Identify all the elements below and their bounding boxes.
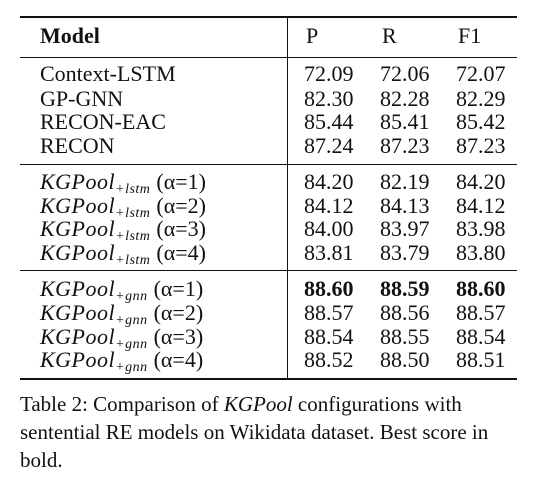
table-row: KGPool+lstm (α=3) 84.00 83.97 83.98	[0, 216, 541, 244]
precision-value: 84.12	[304, 193, 354, 218]
f1-value: 82.29	[456, 86, 506, 111]
table-row: GP-GNN 82.30 82.28 82.29	[0, 86, 541, 112]
caption-model-name: KGPool	[223, 392, 293, 416]
precision-value: 87.24	[304, 133, 354, 158]
header-f1: F1	[458, 23, 482, 48]
model-name: KGPool+lstm (α=1)	[40, 169, 207, 197]
model-name: KGPool+lstm (α=4)	[40, 240, 207, 268]
table-row: RECON-EAC 85.44 85.41 85.42	[0, 109, 541, 135]
table-row: KGPool+gnn (α=4) 88.52 88.50 88.51	[0, 347, 541, 375]
recall-value: 82.28	[380, 86, 430, 111]
f1-value: 88.51	[456, 347, 506, 372]
precision-value: 72.09	[304, 61, 354, 86]
model-name: KGPool+gnn (α=3)	[40, 324, 204, 352]
recall-value: 83.79	[380, 240, 430, 265]
model-name: KGPool+gnn (α=2)	[40, 300, 204, 328]
recall-value: 88.55	[380, 324, 430, 349]
model-name: RECON-EAC	[40, 109, 166, 134]
header-model: Model	[40, 23, 100, 48]
table-row: RECON 87.24 87.23 87.23	[0, 133, 541, 159]
caption-prefix: Table 2: Comparison of	[20, 392, 224, 416]
recall-value: 72.06	[380, 61, 430, 86]
model-name: GP-GNN	[40, 86, 124, 111]
f1-value: 83.80	[456, 240, 506, 265]
precision-value: 88.54	[304, 324, 354, 349]
f1-value: 84.12	[456, 193, 506, 218]
group-divider-1	[20, 164, 517, 165]
precision-value: 85.44	[304, 109, 354, 134]
f1-value: 88.60	[456, 276, 506, 301]
f1-value: 87.23	[456, 133, 506, 158]
table-row: KGPool+gnn (α=2) 88.57 88.56 88.57	[0, 300, 541, 328]
table-row: KGPool+gnn (α=3) 88.54 88.55 88.54	[0, 324, 541, 352]
f1-value: 88.54	[456, 324, 506, 349]
table-bottom-rule	[20, 378, 517, 380]
table-row: KGPool+lstm (α=1) 84.20 82.19 84.20	[0, 169, 541, 197]
precision-value: 83.81	[304, 240, 354, 265]
recall-value: 88.50	[380, 347, 430, 372]
recall-value: 82.19	[380, 169, 430, 194]
precision-value: 84.00	[304, 216, 354, 241]
precision-value: 82.30	[304, 86, 354, 111]
table-row: KGPool+lstm (α=4) 83.81 83.79 83.80	[0, 240, 541, 268]
model-name: Context-LSTM	[40, 61, 176, 86]
f1-value: 85.42	[456, 109, 506, 134]
recall-value: 88.56	[380, 300, 430, 325]
model-name: KGPool+lstm (α=3)	[40, 216, 207, 244]
recall-value: 84.13	[380, 193, 430, 218]
group-divider-2	[20, 270, 517, 271]
f1-value: 88.57	[456, 300, 506, 325]
precision-value: 88.60	[304, 276, 354, 301]
f1-value: 83.98	[456, 216, 506, 241]
recall-value: 85.41	[380, 109, 430, 134]
table-row: KGPool+gnn (α=1) 88.60 88.59 88.60	[0, 276, 541, 304]
table-row: Context-LSTM 72.09 72.06 72.07	[0, 61, 541, 87]
model-name: KGPool+lstm (α=2)	[40, 193, 207, 221]
recall-value: 87.23	[380, 133, 430, 158]
header-rule	[20, 57, 517, 58]
column-divider	[287, 17, 288, 378]
model-name: RECON	[40, 133, 115, 158]
precision-value: 88.52	[304, 347, 354, 372]
f1-value: 72.07	[456, 61, 506, 86]
table-top-rule	[20, 16, 517, 18]
header-recall: R	[382, 23, 397, 48]
caption-suffix: configurations with sentential RE models…	[20, 392, 489, 472]
table-caption: Table 2: Comparison of KGPool configurat…	[20, 390, 520, 474]
precision-value: 88.57	[304, 300, 354, 325]
f1-value: 84.20	[456, 169, 506, 194]
recall-value: 83.97	[380, 216, 430, 241]
table-row: KGPool+lstm (α=2) 84.12 84.13 84.12	[0, 193, 541, 221]
recall-value: 88.59	[380, 276, 430, 301]
model-name: KGPool+gnn (α=4)	[40, 347, 204, 375]
header-precision: P	[306, 23, 319, 48]
model-name: KGPool+gnn (α=1)	[40, 276, 204, 304]
precision-value: 84.20	[304, 169, 354, 194]
